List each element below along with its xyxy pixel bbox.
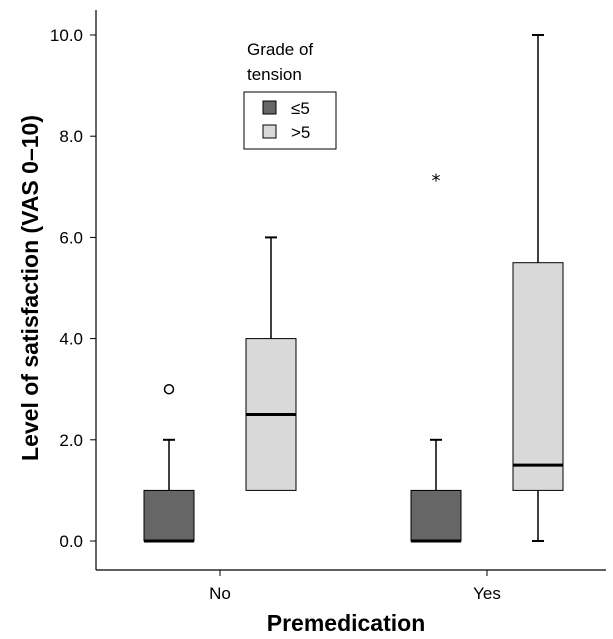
outlier-star: *: [432, 171, 441, 192]
y-tick-label: 0.0: [59, 532, 83, 551]
legend-label-le5: ≤5: [291, 99, 310, 118]
box-0-no: [143, 383, 195, 543]
legend-title-line-1: Grade of: [247, 40, 313, 59]
x-axis-title: Premedication: [267, 610, 426, 636]
x-ticks: No Yes: [209, 570, 501, 603]
box-1-no: [245, 236, 297, 491]
y-ticks: 0.0 2.0 4.0 6.0 8.0 10.0: [50, 26, 96, 551]
legend: Grade of tension ≤5 >5: [243, 40, 337, 150]
legend-label-gt5: >5: [291, 123, 310, 142]
y-axis-title: Level of satisfaction (VAS 0–10): [17, 115, 43, 461]
box-body: [410, 489, 462, 542]
y-tick-label: 6.0: [59, 228, 83, 247]
y-tick-label: 10.0: [50, 26, 83, 45]
outlier-circle: [163, 383, 175, 395]
x-tick-label: No: [209, 584, 231, 603]
x-tick-label: Yes: [473, 584, 501, 603]
box-0-yes: *: [410, 171, 462, 543]
y-tick-label: 2.0: [59, 431, 83, 450]
y-tick-label: 8.0: [59, 127, 83, 146]
boxes: *: [143, 34, 564, 543]
legend-swatch-le5: [262, 100, 277, 115]
y-tick-label: 4.0: [59, 330, 83, 349]
legend-box: [243, 91, 337, 150]
box-body: [512, 262, 564, 491]
legend-swatch-gt5: [262, 124, 277, 139]
legend-title-line-2: tension: [247, 65, 302, 84]
box-1-yes: [512, 34, 564, 542]
box-body: [143, 489, 195, 542]
